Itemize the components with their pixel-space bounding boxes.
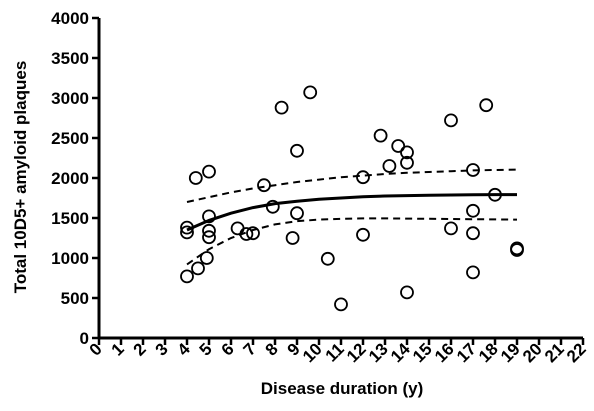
y-tick-label: 500 xyxy=(61,289,89,308)
x-tick-label: 3 xyxy=(152,339,172,359)
data-point xyxy=(188,171,203,185)
x-tick-label: 1 xyxy=(108,339,128,359)
x-tick-label: 9 xyxy=(284,339,304,359)
y-tick-label: 3500 xyxy=(51,49,89,68)
data-points-layer xyxy=(180,85,524,312)
data-point xyxy=(239,227,254,241)
data-point xyxy=(257,178,271,193)
y-tick-label: 2000 xyxy=(51,169,89,188)
data-point xyxy=(356,170,370,185)
data-point xyxy=(274,100,289,115)
data-point xyxy=(373,128,388,143)
data-point xyxy=(391,139,406,153)
data-point xyxy=(202,230,216,245)
data-point xyxy=(334,297,348,312)
data-point xyxy=(202,209,216,224)
data-point xyxy=(290,143,304,158)
x-tick-label: 8 xyxy=(262,339,282,359)
data-point xyxy=(466,226,480,241)
y-tick-label: 1000 xyxy=(51,249,89,268)
y-axis-title: Total 10D5+ amyloid plaques xyxy=(11,61,30,294)
y-tick-label: 0 xyxy=(80,329,89,348)
data-point xyxy=(320,251,335,266)
fit-curve xyxy=(186,193,517,232)
y-tick-label: 3000 xyxy=(51,89,89,108)
data-point xyxy=(202,223,216,238)
data-point xyxy=(479,98,494,113)
ci-lower-line xyxy=(186,217,518,266)
data-point xyxy=(466,203,480,218)
x-tick-label: 4 xyxy=(174,339,195,360)
y-tick-label: 2500 xyxy=(51,129,89,148)
data-point xyxy=(400,145,414,160)
x-tick-label: 0 xyxy=(86,339,106,359)
x-tick-label: 2 xyxy=(130,339,150,359)
data-point xyxy=(444,113,458,128)
x-tick-label: 5 xyxy=(196,339,216,359)
data-point xyxy=(382,159,397,173)
data-point xyxy=(180,269,194,284)
ci-upper-line xyxy=(186,168,518,203)
data-point xyxy=(466,265,480,280)
data-point xyxy=(199,251,214,265)
data-point xyxy=(488,187,502,202)
data-point xyxy=(285,231,300,245)
x-axis-title: Disease duration (y) xyxy=(261,379,424,398)
data-point xyxy=(246,226,260,241)
data-point xyxy=(202,164,216,179)
data-point xyxy=(444,221,458,236)
data-point xyxy=(180,225,194,240)
x-tick-label: 6 xyxy=(218,339,238,359)
x-tick-label: 22 xyxy=(563,339,590,366)
y-tick-label: 1500 xyxy=(51,209,89,228)
x-tick-label: 7 xyxy=(240,339,260,359)
fit-curve-layer xyxy=(186,193,517,232)
data-point xyxy=(400,155,414,170)
y-tick-label: 4000 xyxy=(51,9,89,28)
confidence-band-layer xyxy=(186,168,518,266)
data-point xyxy=(303,85,318,100)
axes-layer: 0 500 1000 1500 2000 2500 3000 3500 4000 0 1 2 3 4 5 6 7… xyxy=(51,9,590,366)
data-point xyxy=(466,163,480,177)
labels-layer: Disease duration (y) Total 10D5+ amyloid… xyxy=(11,61,423,398)
data-point xyxy=(356,227,370,242)
data-point xyxy=(265,199,280,214)
data-point xyxy=(191,261,205,276)
data-point xyxy=(510,241,524,256)
data-point xyxy=(400,285,414,300)
data-point xyxy=(180,220,194,235)
data-point xyxy=(290,206,304,221)
data-point xyxy=(230,221,245,236)
